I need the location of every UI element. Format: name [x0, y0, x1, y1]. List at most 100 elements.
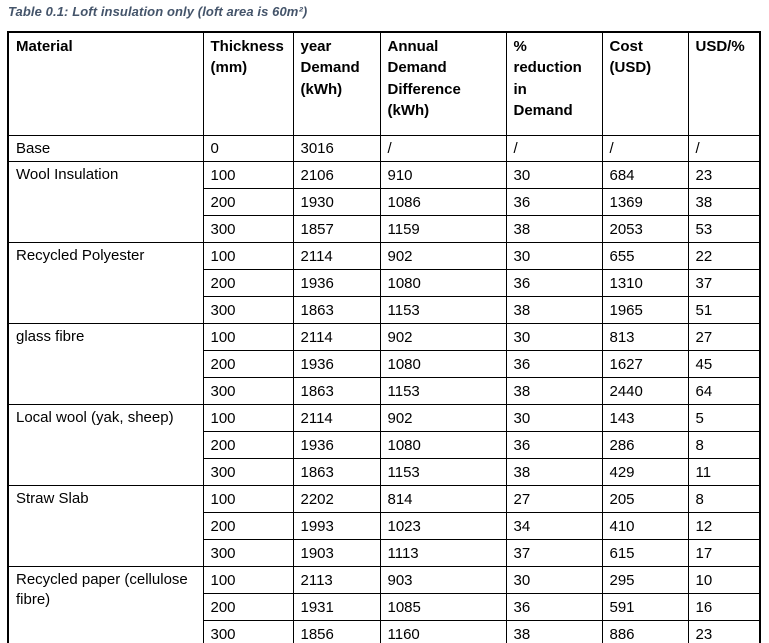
table-row: 200 1930 1086 36 1369 38	[8, 188, 761, 216]
data-cell: 38	[687, 188, 761, 216]
table-row: 300 1856 1160 38 886 23	[8, 620, 761, 643]
data-cell: 902	[379, 404, 507, 432]
data-cell: 1080	[379, 431, 507, 459]
data-cell: 2114	[292, 404, 381, 432]
material-cell: Straw Slab	[7, 485, 204, 567]
data-cell: 200	[202, 188, 294, 216]
table-row: Recycled paper (cellulose fibre) 100 211…	[7, 566, 761, 643]
data-cell: 17	[687, 539, 761, 567]
data-cell: 30	[505, 566, 603, 594]
table-row: 300 1863 1153 38 429 11	[8, 458, 761, 486]
data-cell: 5	[687, 404, 761, 432]
data-cell: 1085	[379, 593, 507, 621]
data-cell: 1856	[292, 620, 381, 643]
data-cell: 1153	[379, 377, 507, 405]
data-cell: 205	[601, 485, 689, 513]
table-row: Straw Slab 100 2202 814 27 205 8	[7, 485, 761, 567]
data-cell: 100	[202, 566, 294, 594]
material-cell: Recycled Polyester	[7, 242, 204, 324]
data-cell: 23	[687, 620, 761, 643]
data-cell: 902	[379, 323, 507, 351]
data-cell: 200	[202, 593, 294, 621]
data-cell: 45	[687, 350, 761, 378]
data-cell: 300	[202, 458, 294, 486]
data-cell: 0	[202, 135, 294, 162]
data-cell: 813	[601, 323, 689, 351]
data-cell: 1930	[292, 188, 381, 216]
data-cell: 11	[687, 458, 761, 486]
data-cell: 1936	[292, 269, 381, 297]
data-cell: 2440	[601, 377, 689, 405]
data-cell: 1310	[601, 269, 689, 297]
data-cell: 684	[601, 161, 689, 189]
data-cell: 53	[687, 215, 761, 243]
material-cell: Base	[7, 135, 204, 162]
table-row: 200 1931 1085 36 591 16	[8, 593, 761, 621]
material-cell: Local wool (yak, sheep)	[7, 404, 204, 486]
material-cell: Wool Insulation	[7, 161, 204, 243]
data-cell: 1993	[292, 512, 381, 540]
data-cell: 200	[202, 431, 294, 459]
data-cell: 30	[505, 404, 603, 432]
column-header-percent-reduction: % reduction in Demand	[505, 31, 603, 136]
data-cell: 16	[687, 593, 761, 621]
table-row-base: Base 0 3016 / / / /	[7, 135, 761, 162]
data-cell: 100	[202, 404, 294, 432]
data-cell: 591	[601, 593, 689, 621]
data-cell: 3016	[292, 135, 381, 162]
data-cell: 30	[505, 242, 603, 270]
data-cell: 30	[505, 323, 603, 351]
table-caption: Table 0.1: Loft insulation only (loft ar…	[8, 4, 308, 19]
data-cell: 814	[379, 485, 507, 513]
data-cell: 1023	[379, 512, 507, 540]
column-header-thickness: Thickness (mm)	[202, 31, 294, 136]
data-cell: 1903	[292, 539, 381, 567]
data-cell: 295	[601, 566, 689, 594]
data-cell: 12	[687, 512, 761, 540]
data-cell: 200	[202, 512, 294, 540]
data-cell: 300	[202, 296, 294, 324]
data-cell: 655	[601, 242, 689, 270]
data-cell: 8	[687, 485, 761, 513]
data-cell: 300	[202, 377, 294, 405]
data-cell: 8	[687, 431, 761, 459]
data-cell: 143	[601, 404, 689, 432]
data-cell: /	[601, 135, 689, 162]
data-cell: /	[379, 135, 507, 162]
data-cell: 886	[601, 620, 689, 643]
data-cell: 38	[505, 620, 603, 643]
data-cell: 300	[202, 215, 294, 243]
data-cell: 100	[202, 323, 294, 351]
table-row: glass fibre 100 2114 902 30 813 27	[7, 323, 761, 405]
data-cell: 902	[379, 242, 507, 270]
table-row: Recycled Polyester 100 2114 902 30 655 2…	[7, 242, 761, 324]
data-cell: 2053	[601, 215, 689, 243]
data-cell: 200	[202, 269, 294, 297]
data-cell: 410	[601, 512, 689, 540]
data-cell: 300	[202, 539, 294, 567]
column-header-annual-demand-difference: Annual Demand Difference (kWh)	[379, 31, 507, 136]
data-cell: 36	[505, 188, 603, 216]
data-cell: 1965	[601, 296, 689, 324]
table-row: 200 1936 1080 36 1627 45	[8, 350, 761, 378]
data-cell: 300	[202, 620, 294, 643]
data-cell: 64	[687, 377, 761, 405]
data-cell: 1086	[379, 188, 507, 216]
data-cell: 36	[505, 431, 603, 459]
data-cell: 30	[505, 161, 603, 189]
loft-insulation-table: Material Thickness (mm) year Demand (kWh…	[7, 31, 761, 643]
table-row: 200 1993 1023 34 410 12	[8, 512, 761, 540]
data-cell: 1080	[379, 350, 507, 378]
data-cell: /	[505, 135, 603, 162]
material-cell: Recycled paper (cellulose fibre)	[7, 566, 204, 643]
data-cell: 1857	[292, 215, 381, 243]
data-cell: 2113	[292, 566, 381, 594]
data-cell: 37	[505, 539, 603, 567]
column-header-cost: Cost (USD)	[601, 31, 689, 136]
data-cell: 1936	[292, 350, 381, 378]
data-cell: 1153	[379, 458, 507, 486]
data-cell: 23	[687, 161, 761, 189]
data-cell: 100	[202, 242, 294, 270]
data-cell: 10	[687, 566, 761, 594]
